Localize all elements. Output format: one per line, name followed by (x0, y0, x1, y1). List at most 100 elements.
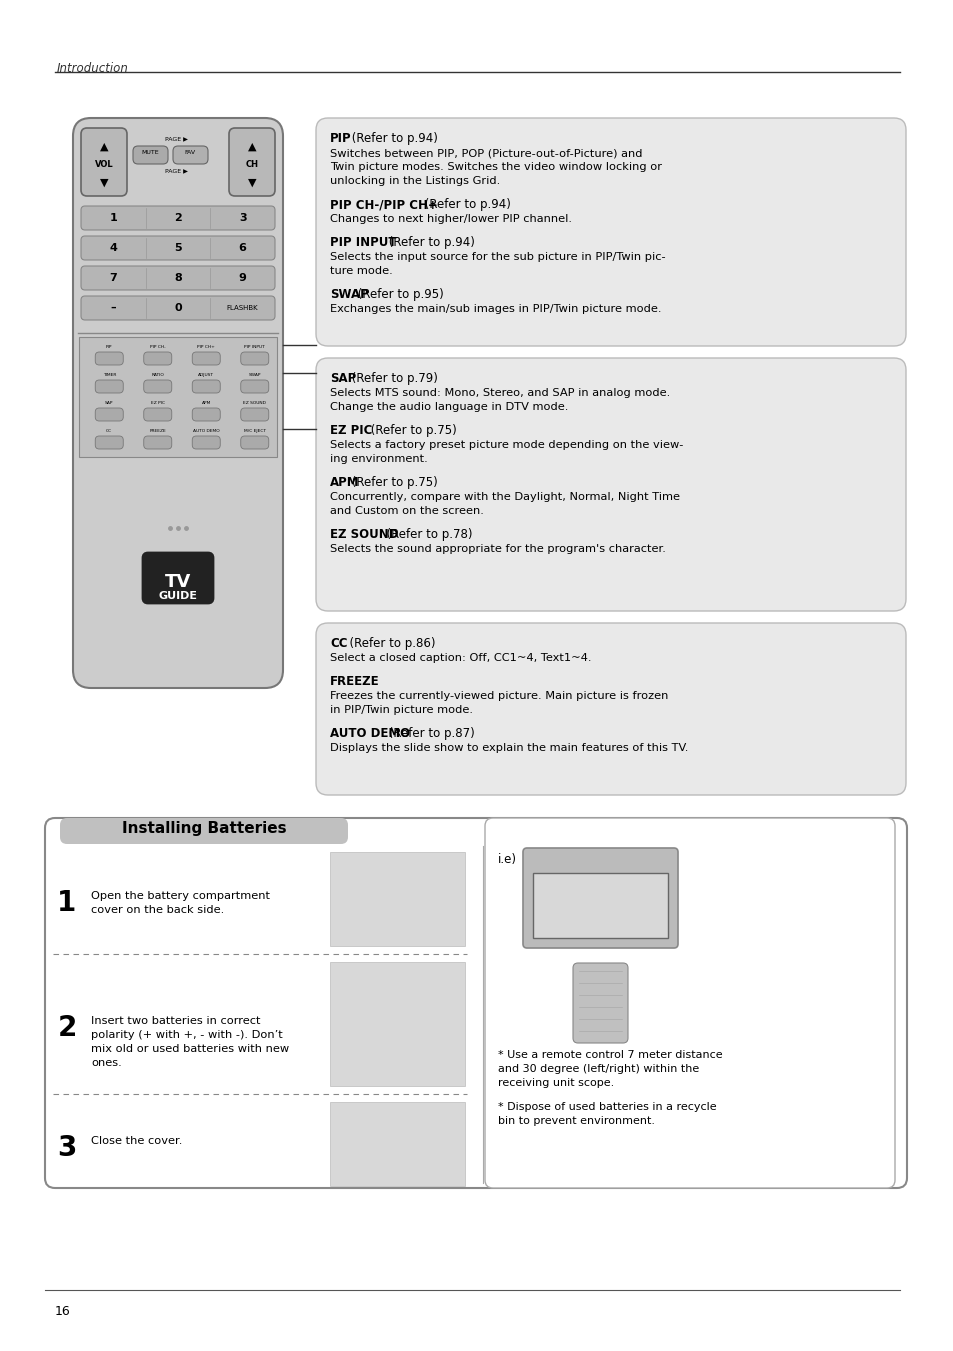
Text: 0: 0 (174, 303, 182, 313)
FancyBboxPatch shape (143, 553, 213, 603)
Text: CC: CC (330, 638, 347, 650)
Text: PIP CH-: PIP CH- (150, 345, 166, 349)
Text: ▲: ▲ (100, 142, 108, 153)
FancyBboxPatch shape (60, 817, 348, 844)
FancyBboxPatch shape (193, 408, 220, 422)
Text: FAV: FAV (184, 150, 195, 155)
Text: Installing Batteries: Installing Batteries (122, 821, 286, 836)
Text: Displays the slide show to explain the main features of this TV.: Displays the slide show to explain the m… (330, 743, 688, 753)
FancyBboxPatch shape (81, 296, 274, 320)
FancyBboxPatch shape (95, 380, 123, 393)
FancyBboxPatch shape (315, 358, 905, 611)
FancyBboxPatch shape (193, 353, 220, 365)
Text: * Use a remote control 7 meter distance: * Use a remote control 7 meter distance (497, 1050, 721, 1061)
Text: PIP CH-/PIP CH+: PIP CH-/PIP CH+ (330, 199, 437, 211)
FancyBboxPatch shape (240, 380, 269, 393)
Text: Selects the input source for the sub picture in PIP/Twin pic-: Selects the input source for the sub pic… (330, 253, 665, 262)
FancyBboxPatch shape (522, 848, 678, 948)
FancyBboxPatch shape (81, 205, 274, 230)
Text: bin to prevent environment.: bin to prevent environment. (497, 1116, 655, 1125)
Text: 7: 7 (110, 273, 117, 282)
Text: EZ PIC: EZ PIC (151, 401, 165, 405)
FancyBboxPatch shape (240, 408, 269, 422)
Text: in PIP/Twin picture mode.: in PIP/Twin picture mode. (330, 705, 473, 715)
Text: 1: 1 (110, 213, 117, 223)
Text: AUTO DEMO: AUTO DEMO (193, 430, 219, 434)
Text: APM: APM (330, 476, 359, 489)
FancyBboxPatch shape (172, 146, 208, 163)
Text: 3: 3 (57, 1133, 76, 1162)
Text: PIP INPUT: PIP INPUT (330, 236, 396, 249)
Text: receiving unit scope.: receiving unit scope. (497, 1078, 614, 1088)
FancyBboxPatch shape (95, 436, 123, 449)
Text: Exchanges the main/sub images in PIP/Twin picture mode.: Exchanges the main/sub images in PIP/Twi… (330, 304, 660, 313)
FancyBboxPatch shape (573, 963, 627, 1043)
Text: PAGE ▶: PAGE ▶ (164, 136, 187, 141)
Text: (Refer to p.94): (Refer to p.94) (348, 132, 437, 145)
Bar (79, 336, 276, 457)
FancyBboxPatch shape (330, 852, 464, 946)
Text: Selects the sound appropriate for the program's character.: Selects the sound appropriate for the pr… (330, 544, 665, 554)
Text: PIP: PIP (106, 345, 112, 349)
FancyBboxPatch shape (193, 380, 220, 393)
FancyBboxPatch shape (193, 436, 220, 449)
FancyBboxPatch shape (144, 353, 172, 365)
Text: mix old or used batteries with new: mix old or used batteries with new (91, 1044, 289, 1054)
Text: Insert two batteries in correct: Insert two batteries in correct (91, 1016, 260, 1025)
Text: ▼: ▼ (248, 178, 256, 188)
Text: Selects a factory preset picture mode depending on the view-: Selects a factory preset picture mode de… (330, 440, 682, 450)
Text: FLASHBK: FLASHBK (227, 305, 258, 311)
Text: Selects MTS sound: Mono, Stereo, and SAP in analog mode.: Selects MTS sound: Mono, Stereo, and SAP… (330, 388, 670, 399)
Text: (Refer to p.87): (Refer to p.87) (384, 727, 475, 740)
Text: RATIO: RATIO (152, 373, 164, 377)
Text: EZ PIC: EZ PIC (330, 424, 372, 436)
Text: 8: 8 (174, 273, 182, 282)
FancyBboxPatch shape (45, 817, 906, 1188)
Text: PIP INPUT: PIP INPUT (244, 345, 265, 349)
FancyBboxPatch shape (330, 1102, 464, 1186)
Text: VOL: VOL (94, 159, 113, 169)
Text: 4: 4 (110, 243, 117, 253)
Text: ture mode.: ture mode. (330, 266, 393, 276)
Text: Changes to next higher/lower PIP channel.: Changes to next higher/lower PIP channel… (330, 213, 572, 224)
Text: Freezes the currently-viewed picture. Main picture is frozen: Freezes the currently-viewed picture. Ma… (330, 690, 668, 701)
FancyBboxPatch shape (81, 266, 274, 290)
Text: PIP: PIP (330, 132, 352, 145)
Text: (Refer to p.75): (Refer to p.75) (348, 476, 437, 489)
Text: FREEZE: FREEZE (330, 676, 379, 688)
Text: PAGE ▶: PAGE ▶ (164, 168, 187, 173)
Text: Close the cover.: Close the cover. (91, 1136, 182, 1146)
Text: CH: CH (245, 159, 258, 169)
FancyBboxPatch shape (132, 146, 168, 163)
Text: polarity (+ with +, - with -). Don’t: polarity (+ with +, - with -). Don’t (91, 1029, 282, 1040)
Text: (Refer to p.94): (Refer to p.94) (421, 199, 511, 211)
Text: EZ SOUND: EZ SOUND (243, 401, 266, 405)
Text: ADJUST: ADJUST (198, 373, 214, 377)
Text: SAP: SAP (105, 401, 113, 405)
FancyBboxPatch shape (144, 380, 172, 393)
Text: i.e): i.e) (497, 852, 517, 866)
FancyBboxPatch shape (95, 353, 123, 365)
FancyBboxPatch shape (95, 408, 123, 422)
Text: –: – (111, 303, 116, 313)
Text: (Refer to p.75): (Refer to p.75) (366, 424, 456, 436)
FancyBboxPatch shape (484, 817, 894, 1188)
Text: CC: CC (106, 430, 112, 434)
Text: Concurrently, compare with the Daylight, Normal, Night Time: Concurrently, compare with the Daylight,… (330, 492, 679, 503)
FancyBboxPatch shape (315, 623, 905, 794)
Text: SAP: SAP (330, 372, 355, 385)
Text: 2: 2 (174, 213, 182, 223)
Text: FREEZE: FREEZE (150, 430, 166, 434)
Text: ▼: ▼ (100, 178, 108, 188)
Text: ▲: ▲ (248, 142, 256, 153)
FancyBboxPatch shape (229, 128, 274, 196)
Text: unlocking in the Listings Grid.: unlocking in the Listings Grid. (330, 176, 499, 186)
Text: (Refer to p.78): (Refer to p.78) (378, 528, 472, 540)
Text: (Refer to p.95): (Refer to p.95) (354, 288, 444, 301)
FancyBboxPatch shape (240, 353, 269, 365)
Text: GUIDE: GUIDE (158, 590, 197, 601)
Text: SWAP: SWAP (330, 288, 369, 301)
Text: 6: 6 (238, 243, 246, 253)
Text: * Dispose of used batteries in a recycle: * Dispose of used batteries in a recycle (497, 1102, 716, 1112)
Text: (Refer to p.79): (Refer to p.79) (348, 372, 437, 385)
